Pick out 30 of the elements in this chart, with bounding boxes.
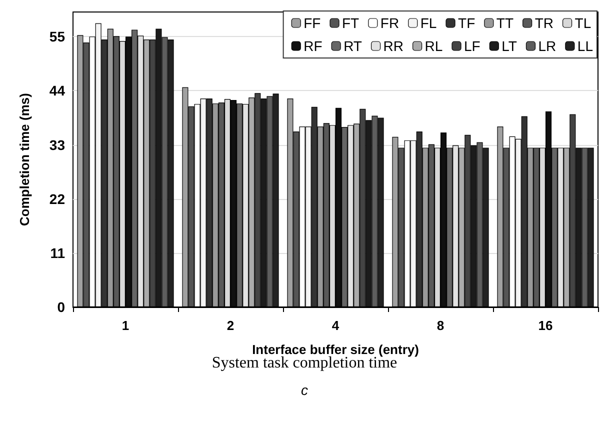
- y-tick-label: 11: [50, 244, 66, 261]
- text: c: [301, 382, 308, 398]
- legend-label: LL: [577, 38, 594, 54]
- legend-label: TL: [574, 15, 592, 31]
- legend-label: FT: [342, 15, 360, 31]
- y-tick-label: 0: [57, 299, 66, 315]
- legend-label: FR: [380, 15, 400, 31]
- legend-label: FF: [304, 15, 321, 31]
- x-tick-label: 4: [332, 318, 340, 333]
- legend-label: RL: [424, 38, 443, 54]
- x-tick-label: 8: [436, 318, 444, 333]
- legend-label: LR: [538, 38, 556, 54]
- y-tick-label: 44: [49, 82, 66, 99]
- legend-label: TF: [458, 15, 476, 31]
- x-tick-label: 16: [538, 318, 553, 333]
- legend-label: TR: [534, 15, 554, 31]
- x-tick-label: 2: [226, 318, 234, 333]
- x-tick-label: 1: [122, 318, 130, 333]
- x-axis-title: Interface buffer size (entry): [252, 342, 419, 357]
- legend-label: RT: [344, 38, 362, 54]
- y-tick-label: 33: [49, 136, 66, 153]
- y-tick-label: 55: [49, 28, 66, 45]
- legend-label: RR: [383, 38, 404, 54]
- legend-label: RF: [304, 38, 322, 54]
- y-axis-title: Completion time (ms): [17, 93, 32, 226]
- legend-label: FL: [420, 15, 437, 31]
- legend-label: LT: [502, 38, 518, 54]
- y-tick-label: 22: [49, 190, 66, 207]
- legend-label: TT: [496, 15, 514, 31]
- legend-label: LF: [464, 38, 480, 54]
